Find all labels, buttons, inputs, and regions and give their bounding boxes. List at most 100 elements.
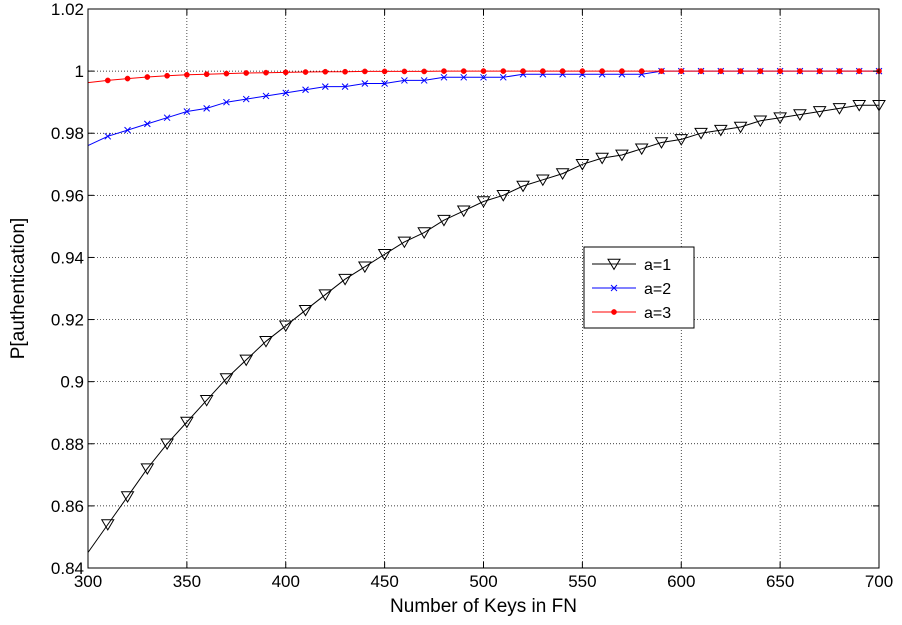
y-tick-label: 0.9: [60, 373, 84, 392]
data-point: [243, 70, 250, 76]
data-point: [401, 77, 408, 84]
y-tick-label: 1: [75, 62, 84, 81]
data-point: [302, 86, 309, 94]
y-tick-label: 1.02: [51, 0, 84, 19]
data-point: [183, 108, 191, 115]
data-point: [357, 261, 372, 274]
data-point: [100, 519, 115, 531]
data-point: [579, 68, 586, 74]
data-point: [460, 68, 467, 74]
x-tick-label: 550: [568, 572, 596, 591]
data-point: [322, 68, 329, 75]
data-point: [318, 289, 333, 302]
y-axis-label: P[authentication]: [8, 218, 29, 360]
legend-label: a=2: [644, 281, 671, 298]
data-point: [619, 68, 625, 74]
data-point: [341, 83, 349, 90]
legend-label: a=3: [644, 305, 671, 322]
legend-label: a=1: [644, 257, 671, 274]
data-point: [658, 68, 665, 74]
data-point: [397, 236, 412, 249]
legend-marker: [611, 309, 617, 315]
y-tick-label: 0.98: [51, 124, 84, 143]
data-point: [219, 373, 234, 385]
x-tick-label: 350: [173, 572, 201, 591]
x-tick-label: 700: [865, 572, 893, 591]
data-point: [480, 68, 487, 74]
data-point: [381, 80, 388, 87]
data-point: [104, 77, 111, 84]
data-point: [733, 121, 748, 134]
data-point: [836, 68, 843, 74]
data-point: [516, 180, 530, 193]
data-point: [595, 152, 610, 165]
data-point: [223, 70, 230, 77]
data-point: [757, 68, 764, 74]
y-tick-label: 0.84: [51, 559, 84, 578]
data-point: [698, 68, 704, 74]
data-point: [634, 143, 649, 156]
data-point: [417, 227, 432, 239]
data-point: [713, 124, 728, 137]
data-point: [694, 127, 708, 140]
data-point: [797, 68, 803, 74]
data-point: [342, 68, 348, 75]
legend-marker: [610, 284, 618, 292]
data-point: [460, 73, 468, 81]
data-point: [164, 72, 170, 79]
data-point: [520, 68, 526, 74]
data-point: [440, 73, 448, 81]
data-point: [362, 68, 368, 75]
data-point: [282, 89, 290, 97]
x-axis-label: Number of Keys in FN: [390, 596, 577, 617]
legend: a=1 a=2 a=3: [583, 246, 695, 329]
data-point: [737, 68, 744, 74]
legend-item: a=1: [592, 257, 671, 274]
data-point: [500, 68, 507, 74]
data-point: [282, 69, 289, 76]
data-point: [575, 158, 590, 171]
data-point: [361, 80, 369, 87]
data-point: [832, 103, 847, 115]
data-point: [559, 68, 566, 74]
x-tick-label: 500: [469, 572, 497, 591]
data-point: [338, 273, 352, 286]
ticks: 300 350 400 450 500 550 600 650 700 0.84 0.86 0.88 0…: [51, 0, 893, 591]
data-point: [262, 92, 270, 100]
y-tick-label: 0.86: [51, 497, 84, 516]
x-tick-label: 650: [766, 572, 794, 591]
data-point: [104, 132, 112, 140]
data-point: [852, 99, 867, 112]
data-point: [812, 106, 827, 118]
data-point: [401, 68, 408, 75]
data-point: [615, 149, 629, 162]
data-point: [856, 68, 863, 74]
data-point: [496, 190, 511, 202]
grid: [88, 9, 879, 568]
data-point: [223, 98, 230, 106]
data-point: [555, 168, 570, 180]
y-tick-label: 0.96: [51, 186, 84, 205]
data-point: [199, 395, 214, 407]
data-point: [144, 74, 151, 80]
data-point: [638, 68, 645, 74]
data-point: [124, 126, 131, 134]
data-point: [753, 115, 768, 128]
data-point: [678, 68, 685, 74]
x-tick-label: 300: [74, 572, 102, 591]
data-point: [499, 73, 507, 81]
data-point: [717, 68, 724, 74]
data-point: [816, 68, 823, 74]
y-tick-label: 0.92: [51, 311, 84, 330]
data-point: [456, 205, 471, 218]
data-point: [539, 68, 546, 74]
data-point: [437, 214, 451, 227]
data-point: [140, 463, 155, 476]
data-point: [180, 416, 194, 429]
data-point: [239, 354, 254, 367]
data-point: [674, 134, 689, 146]
data-point: [259, 335, 273, 348]
data-point: [441, 68, 447, 74]
data-point: [242, 95, 250, 103]
